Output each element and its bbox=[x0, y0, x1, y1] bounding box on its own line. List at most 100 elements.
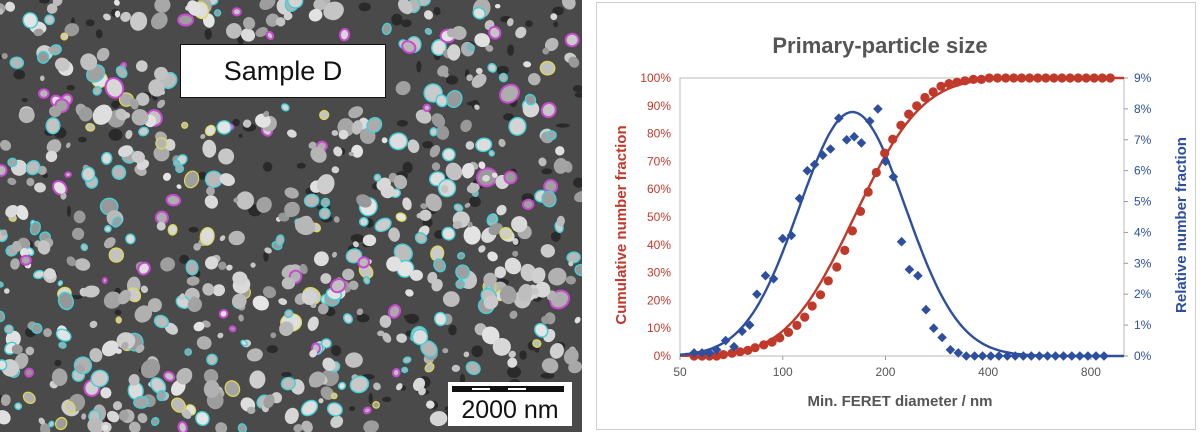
sem-particle bbox=[381, 22, 392, 36]
sem-particle bbox=[512, 238, 519, 245]
sem-particle bbox=[237, 423, 248, 432]
sem-particle bbox=[398, 0, 413, 15]
sem-particle bbox=[193, 243, 201, 251]
sem-particle bbox=[154, 0, 171, 13]
sem-particle bbox=[240, 339, 248, 347]
relative-point bbox=[1034, 351, 1045, 361]
sem-particle bbox=[184, 348, 193, 356]
sem-particle bbox=[348, 151, 354, 157]
sem-particle bbox=[323, 1, 344, 20]
plot-area-frame bbox=[679, 77, 1125, 357]
sem-particle bbox=[287, 129, 297, 138]
sem-particle bbox=[140, 285, 149, 293]
sem-pore bbox=[358, 2, 371, 12]
sem-particle bbox=[252, 295, 269, 311]
relative-point bbox=[849, 131, 859, 142]
sem-particle bbox=[318, 207, 331, 220]
sem-particle bbox=[534, 281, 551, 298]
sem-particle bbox=[548, 267, 567, 286]
sem-particle bbox=[131, 109, 149, 126]
cumulative-point bbox=[750, 343, 760, 353]
sem-particle bbox=[111, 164, 127, 180]
sem-pore bbox=[368, 392, 373, 404]
sem-particle bbox=[89, 347, 103, 363]
sem-particle bbox=[474, 104, 480, 110]
sem-particle bbox=[202, 139, 217, 158]
sem-particle bbox=[504, 257, 522, 275]
sem-particle bbox=[57, 280, 64, 287]
sem-particle bbox=[103, 237, 116, 249]
sem-particle bbox=[374, 217, 392, 233]
sem-particle bbox=[0, 359, 8, 371]
sem-particle bbox=[164, 138, 176, 151]
sem-particle bbox=[160, 257, 176, 272]
relative-point bbox=[1042, 351, 1053, 361]
sem-particle bbox=[546, 130, 557, 141]
sem-particle bbox=[60, 192, 67, 200]
sem-pore bbox=[572, 85, 582, 93]
sem-particle bbox=[250, 262, 256, 268]
sem-particle bbox=[348, 280, 359, 291]
sem-particle bbox=[200, 133, 206, 140]
sem-particle bbox=[453, 203, 464, 212]
sem-particle bbox=[0, 281, 4, 288]
y-left-tick-label: 30% bbox=[647, 266, 671, 280]
x-tick-label: 800 bbox=[1081, 365, 1101, 379]
sem-pore bbox=[21, 98, 28, 103]
relative-point bbox=[825, 144, 836, 154]
sem-particle bbox=[87, 417, 105, 432]
sem-particle bbox=[435, 125, 450, 140]
sem-particle bbox=[386, 256, 402, 272]
sem-particle bbox=[218, 148, 235, 165]
sem-particle bbox=[303, 193, 320, 208]
cumulative-point bbox=[1097, 73, 1107, 83]
y-right-tick-label: 9% bbox=[1134, 71, 1152, 85]
left-axis-label: Cumulative number fraction bbox=[613, 125, 630, 324]
x-tick-label: 100 bbox=[773, 365, 793, 379]
sem-particle bbox=[215, 422, 228, 432]
sem-particle bbox=[338, 28, 351, 42]
sem-particle bbox=[4, 324, 14, 334]
relative-point bbox=[1050, 351, 1061, 361]
relative-point bbox=[1058, 351, 1069, 361]
sem-particle bbox=[54, 416, 68, 431]
relative-point bbox=[711, 345, 722, 355]
sem-particle bbox=[407, 139, 420, 153]
sem-particle bbox=[301, 289, 317, 305]
y-right-tick-label: 1% bbox=[1134, 318, 1152, 332]
sem-particle bbox=[488, 25, 502, 40]
sem-particle bbox=[116, 332, 136, 350]
sem-particle bbox=[218, 308, 229, 319]
sem-particle bbox=[0, 410, 11, 425]
sem-particle bbox=[463, 225, 481, 245]
sem-pore bbox=[402, 161, 413, 174]
sem-particle bbox=[177, 421, 188, 432]
sem-particle bbox=[326, 402, 343, 417]
sem-particle bbox=[568, 261, 574, 267]
sem-particle bbox=[249, 370, 266, 389]
sem-particle bbox=[424, 27, 433, 35]
sem-particle bbox=[481, 326, 500, 345]
sem-particle bbox=[419, 209, 432, 222]
y-left-tick-label: 10% bbox=[647, 321, 671, 335]
cumulative-point bbox=[1049, 73, 1059, 83]
cumulative-point bbox=[936, 81, 946, 91]
sem-particle bbox=[320, 273, 332, 284]
sem-particle bbox=[387, 304, 402, 319]
sem-particle bbox=[181, 408, 192, 419]
sem-particle bbox=[167, 224, 178, 236]
sem-particle bbox=[176, 184, 182, 189]
sem-particle bbox=[330, 278, 347, 294]
relative-point bbox=[786, 230, 797, 241]
sem-pore bbox=[204, 28, 212, 40]
relative-point bbox=[720, 335, 731, 346]
sem-particle bbox=[528, 73, 541, 86]
relative-point bbox=[768, 274, 779, 284]
cumulative-point bbox=[1033, 73, 1043, 83]
sem-pore bbox=[296, 162, 306, 169]
sem-particle bbox=[125, 130, 133, 139]
cumulative-point bbox=[783, 327, 794, 337]
sem-particle bbox=[565, 275, 576, 285]
sem-pore bbox=[507, 366, 521, 378]
cumulative-point bbox=[1057, 73, 1067, 83]
